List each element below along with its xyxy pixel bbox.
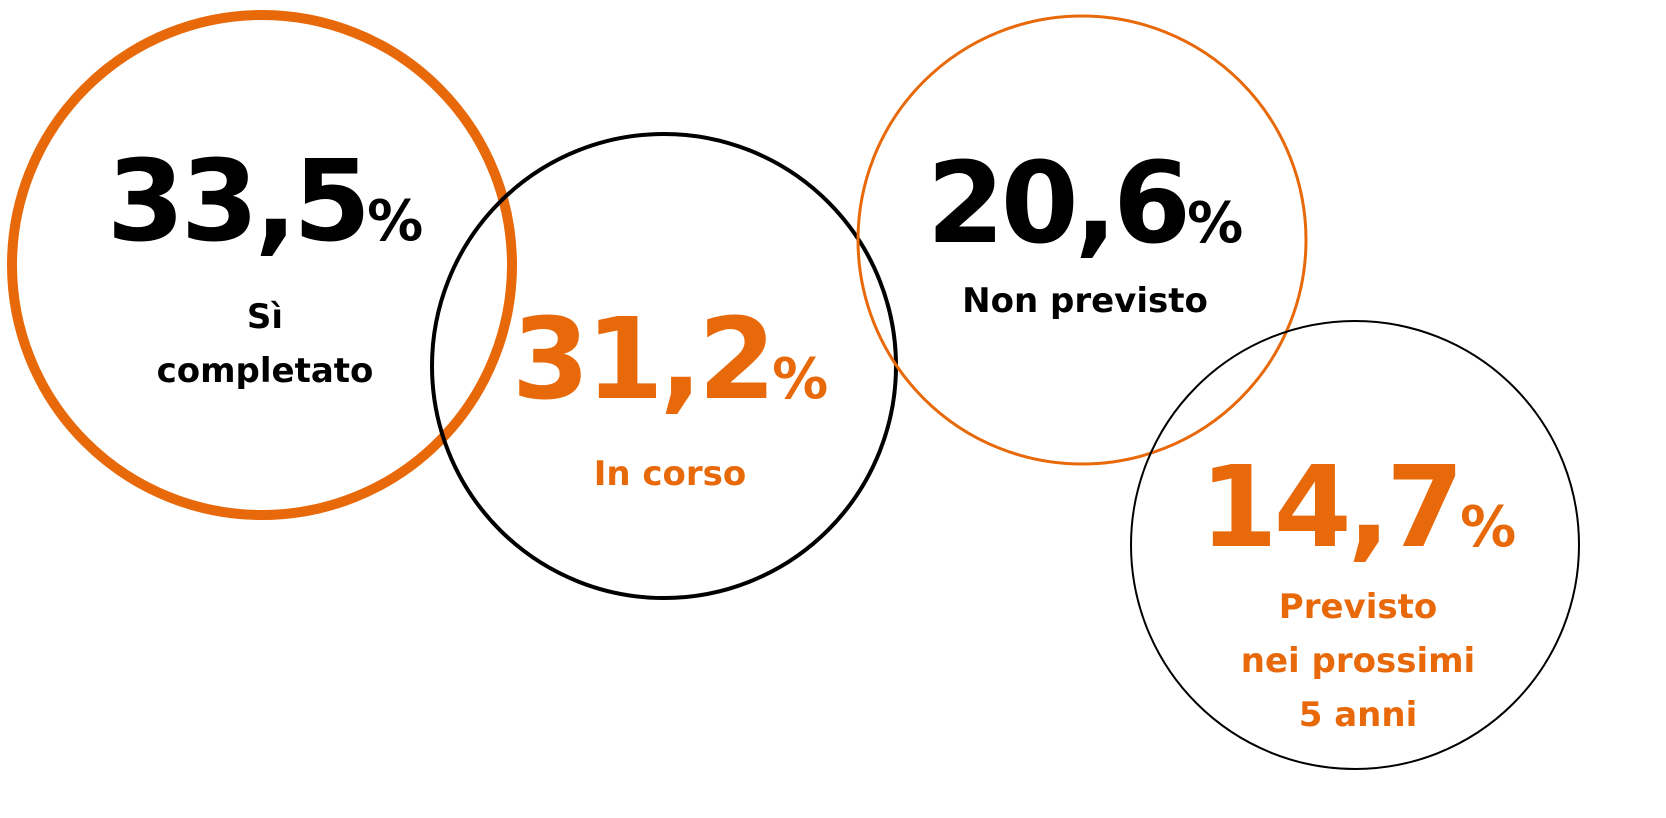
label: 5 anni — [1299, 695, 1418, 735]
value: 33,5% — [107, 137, 423, 267]
label: In corso — [594, 454, 747, 494]
value-unit: % — [367, 189, 423, 254]
label: nei prossimi — [1241, 641, 1475, 681]
value-unit: % — [1460, 495, 1516, 560]
value-number: 20,6 — [927, 139, 1187, 269]
value-unit: % — [1187, 191, 1243, 256]
circle — [856, 14, 1308, 466]
label: Sì — [247, 297, 283, 337]
label: Non previsto — [962, 281, 1208, 321]
value-number: 31,2 — [512, 295, 772, 425]
value-number: 33,5 — [107, 137, 367, 267]
circle — [7, 10, 517, 520]
label: completato — [157, 351, 374, 391]
value: 20,6% — [927, 139, 1243, 269]
label: Previsto — [1279, 587, 1437, 627]
circle — [1130, 320, 1580, 770]
value-number: 14,7 — [1200, 443, 1460, 573]
value-unit: % — [772, 347, 828, 412]
value: 31,2% — [512, 295, 828, 425]
value: 14,7% — [1200, 443, 1516, 573]
